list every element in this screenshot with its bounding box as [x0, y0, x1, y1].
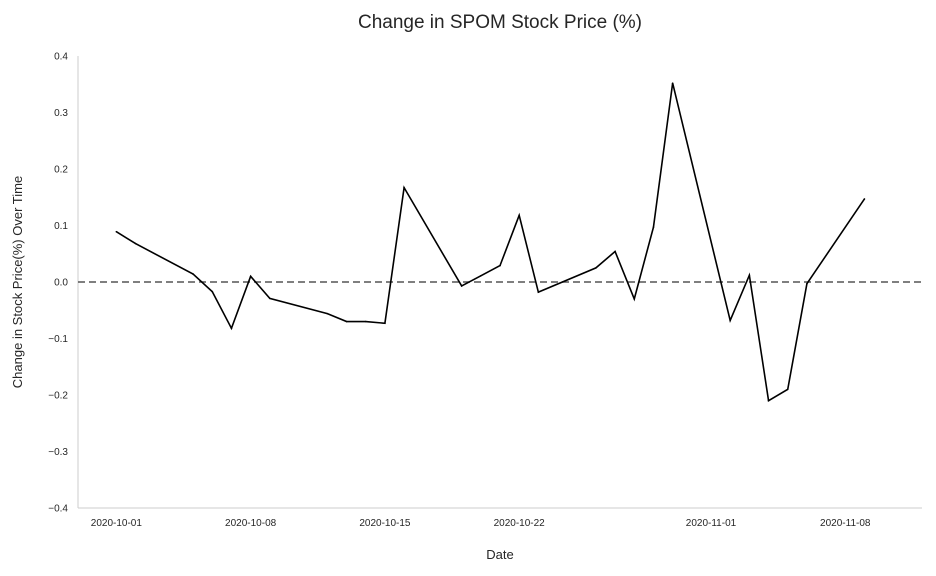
- y-tick-label: −0.2: [48, 391, 68, 402]
- data-point: [633, 298, 636, 300]
- data-point: [384, 322, 386, 325]
- data-point: [806, 282, 808, 285]
- data-point: [134, 242, 137, 245]
- y-tick-label: 0.2: [54, 165, 68, 176]
- y-tick-label: 0.3: [54, 108, 68, 119]
- x-tick-labels: 2020-10-01 2020-10-08 2020-10-15 2020-10-22…: [91, 518, 871, 529]
- data-point: [460, 285, 463, 287]
- data-point: [863, 198, 866, 200]
- data-point: [480, 274, 482, 277]
- x-tick-label: 2020-11-01: [686, 518, 737, 529]
- x-tick-label: 2020-10-08: [225, 518, 277, 529]
- data-point: [326, 312, 329, 315]
- x-axis-label: Date: [486, 547, 513, 562]
- data-point: [403, 186, 405, 189]
- data-point: [269, 297, 271, 300]
- data-point: [595, 267, 597, 269]
- data-point: [729, 319, 731, 322]
- y-tick-labels: −0.4 −0.3 −0.2 −0.1 0.0 0.1 0.2 0.3 0.4: [48, 52, 68, 515]
- data-point: [786, 388, 789, 391]
- data-point: [211, 290, 214, 293]
- chart-title: Change in SPOM Stock Price (%): [358, 12, 642, 33]
- data-point: [767, 399, 770, 402]
- data-points: [115, 82, 866, 402]
- x-tick-label: 2020-10-01: [91, 518, 143, 529]
- data-point: [230, 327, 233, 330]
- y-axis-label: Change in Stock Price(%) Over Time: [10, 176, 25, 388]
- data-point: [518, 214, 520, 217]
- y-tick-label: 0.0: [54, 278, 68, 289]
- x-tick-label: 2020-11-08: [820, 518, 871, 529]
- data-point: [249, 275, 252, 278]
- series-line: [115, 82, 866, 402]
- data-point: [671, 82, 674, 84]
- data-point: [192, 273, 194, 275]
- series-group: [115, 82, 866, 402]
- data-point: [537, 291, 540, 293]
- data-point: [115, 230, 118, 233]
- data-point: [614, 250, 616, 253]
- data-point: [652, 226, 655, 228]
- data-point: [364, 320, 367, 323]
- data-point: [499, 264, 501, 267]
- y-tick-label: 0.4: [54, 52, 68, 63]
- y-tick-label: −0.1: [48, 334, 68, 345]
- data-point: [748, 274, 751, 277]
- data-point: [345, 320, 348, 323]
- x-tick-label: 2020-10-15: [359, 518, 411, 529]
- y-tick-label: −0.4: [48, 504, 68, 515]
- x-tick-label: 2020-10-22: [494, 518, 546, 529]
- y-tick-label: 0.1: [54, 221, 68, 232]
- y-tick-label: −0.3: [48, 447, 68, 458]
